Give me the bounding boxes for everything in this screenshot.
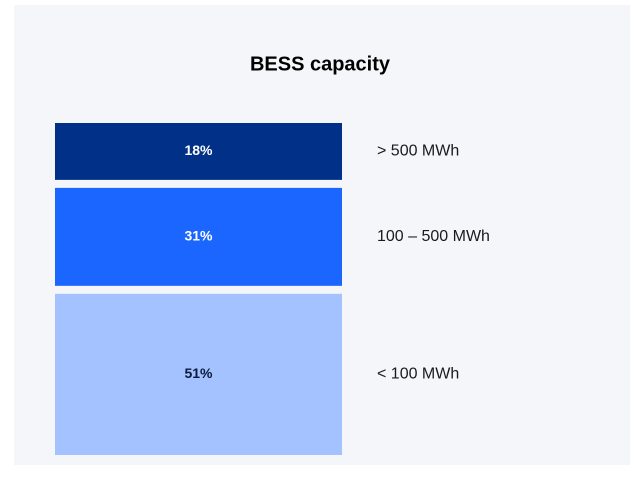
chart-title: BESS capacity: [250, 53, 391, 75]
category-label: 100 – 500 MWh: [377, 228, 490, 245]
bar-segment: [55, 123, 342, 180]
bar-segment: [55, 187, 342, 286]
value-label: 18%: [184, 142, 213, 158]
category-label: > 500 MWh: [377, 143, 459, 160]
value-label: 31%: [184, 228, 213, 244]
bar-segment: [55, 293, 342, 455]
value-label: 51%: [184, 365, 213, 381]
category-label: < 100 MWh: [377, 366, 459, 383]
